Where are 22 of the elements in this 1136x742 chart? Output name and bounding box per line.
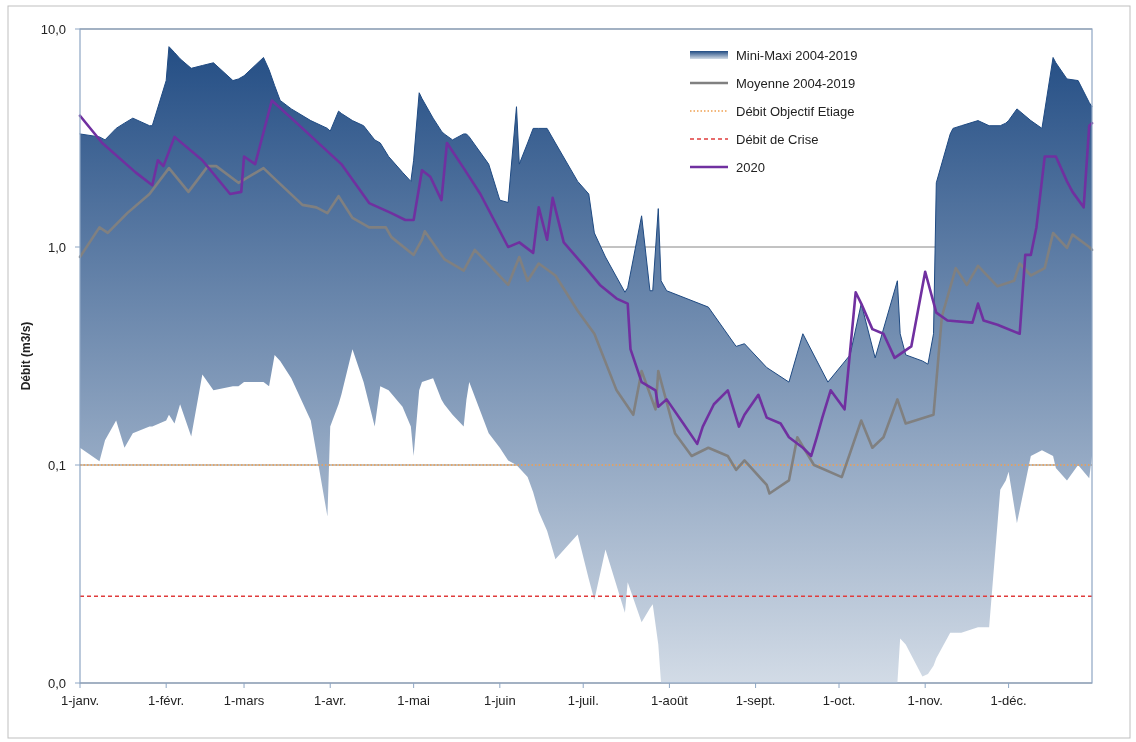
x-tick-label: 1-août [650,693,689,708]
y-tick-label: 0,0 [47,675,66,691]
y-axis-title: Débit (m3/s) [19,321,33,391]
x-tick-label: 1-janv. [60,693,100,708]
legend-label: 2020 [736,160,765,175]
x-tick-label: 1-mai [397,693,430,708]
legend-label: Moyenne 2004-2019 [736,76,856,91]
x-tick-label: 1-déc. [990,693,1027,708]
legend-label: Débit de Crise [736,132,819,147]
x-tick-label: 1-sept. [735,693,776,708]
legend-label: Débit Objectif Etiage [736,104,855,119]
x-tick-label: 1-juin [483,693,516,708]
x-tick-label: 1-avr. [313,693,347,708]
y-tick-label: 1,0 [47,239,66,255]
legend-label: Mini-Maxi 2004-2019 [736,48,858,63]
y-tick-label: 0,1 [47,457,66,473]
y-tick-label: 10,0 [40,21,66,37]
x-tick-label: 1-oct. [822,693,856,708]
x-tick-label: 1-nov. [907,693,943,708]
x-tick-label: 1-juil. [567,693,599,708]
x-tick-label: 1-févr. [148,693,185,708]
x-tick-label: 1-mars [223,693,265,708]
